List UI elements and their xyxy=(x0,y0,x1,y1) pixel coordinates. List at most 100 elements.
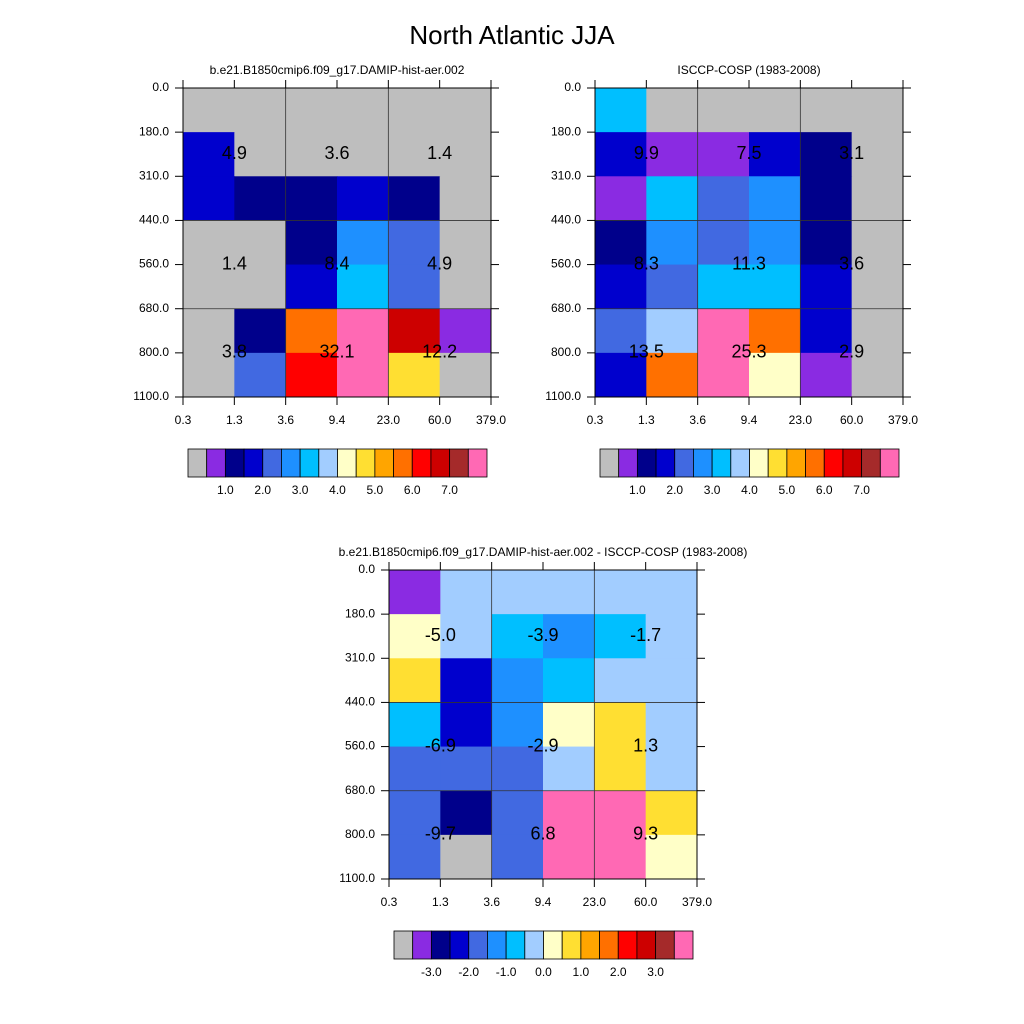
cell xyxy=(543,570,595,615)
colorbar-box xyxy=(524,930,544,960)
panel-title: ISCCP-COSP (1983-2008) xyxy=(677,63,820,77)
cell xyxy=(285,132,338,177)
cell xyxy=(285,308,338,354)
block-value-label: 12.2 xyxy=(422,342,457,362)
cell xyxy=(800,132,853,177)
block-value-label: -3.9 xyxy=(527,625,558,645)
x-tick-label: 23.0 xyxy=(789,413,813,427)
cell xyxy=(439,308,492,354)
x-tick-label: 3.6 xyxy=(483,895,500,909)
x-tick-label: 60.0 xyxy=(428,413,452,427)
colorbar-box xyxy=(599,930,619,960)
y-tick-label: 310.0 xyxy=(139,168,169,182)
colorbar-box xyxy=(561,930,582,960)
colorbar-label: 7.0 xyxy=(853,483,870,497)
cell xyxy=(697,352,750,398)
colorbar-box xyxy=(467,448,488,478)
cell xyxy=(646,176,699,221)
block-value-label: 3.8 xyxy=(222,342,247,362)
cell xyxy=(543,834,595,880)
colorbar-box xyxy=(449,448,469,478)
block-value-label: 6.8 xyxy=(530,824,555,844)
x-tick-label: 1.3 xyxy=(638,413,655,427)
cell xyxy=(800,352,853,398)
cell xyxy=(439,352,492,398)
x-tick-label: 3.6 xyxy=(277,413,294,427)
x-tick-label: 379.0 xyxy=(682,895,712,909)
colorbar-box xyxy=(355,448,376,478)
panel-title: b.e21.B1850cmip6.f09_g17.DAMIP-hist-aer.… xyxy=(339,545,748,559)
y-tick-label: 680.0 xyxy=(551,301,581,315)
cell xyxy=(646,88,699,133)
cell xyxy=(337,176,389,221)
cell xyxy=(645,790,698,836)
block-value-label: 2.9 xyxy=(839,342,864,362)
colorbar-box xyxy=(393,448,413,478)
cell xyxy=(183,176,235,221)
cell xyxy=(183,352,235,398)
cell xyxy=(543,658,595,703)
cell xyxy=(594,570,647,615)
colorbar-label: 2.0 xyxy=(666,483,683,497)
cell xyxy=(234,352,287,398)
colorbar-box xyxy=(374,448,394,478)
colorbar-label: 5.0 xyxy=(779,483,796,497)
y-tick-label: 560.0 xyxy=(551,257,581,271)
block-value-label: 1.4 xyxy=(427,143,452,163)
block-value-label: 11.3 xyxy=(732,253,766,273)
cell xyxy=(697,264,750,310)
colorbar-box xyxy=(655,930,675,960)
cell xyxy=(491,790,544,836)
colorbar-box xyxy=(693,448,713,478)
cell xyxy=(800,264,853,310)
panel-title: b.e21.B1850cmip6.f09_g17.DAMIP-hist-aer.… xyxy=(210,63,465,77)
colorbar-box xyxy=(337,448,357,478)
cell xyxy=(285,88,338,133)
block-value-label: 13.5 xyxy=(629,342,664,362)
cell xyxy=(749,132,801,177)
block-value-label: 25.3 xyxy=(731,342,766,362)
cell xyxy=(389,614,441,659)
cell xyxy=(440,570,493,615)
x-tick-label: 60.0 xyxy=(634,895,658,909)
cell xyxy=(440,658,493,703)
block-value-label: 3.6 xyxy=(324,143,349,163)
block-value-label: 1.4 xyxy=(222,253,247,273)
cell xyxy=(389,834,441,880)
colorbar-label: -2.0 xyxy=(458,965,479,979)
block-value-label: -2.9 xyxy=(527,735,558,755)
colorbar-box xyxy=(206,448,226,478)
block-value-label: 7.5 xyxy=(736,143,761,163)
cell xyxy=(749,352,801,398)
cell xyxy=(543,790,595,836)
cell xyxy=(697,176,750,221)
colorbar-label: 1.0 xyxy=(217,483,234,497)
y-tick-label: 310.0 xyxy=(551,168,581,182)
colorbar-label: 2.0 xyxy=(610,965,627,979)
colorbar-box xyxy=(749,448,769,478)
y-tick-label: 440.0 xyxy=(551,213,581,227)
colorbar-box xyxy=(673,930,694,960)
cell xyxy=(183,132,235,177)
block-value-label: 9.3 xyxy=(633,824,658,844)
cell xyxy=(595,88,647,133)
cell xyxy=(440,834,493,880)
x-tick-label: 23.0 xyxy=(583,895,607,909)
x-tick-label: 9.4 xyxy=(329,413,346,427)
block-value-label: -5.0 xyxy=(425,625,456,645)
cell xyxy=(800,308,853,354)
colorbar-box xyxy=(636,930,657,960)
colorbar-box xyxy=(730,448,750,478)
cell xyxy=(234,88,287,133)
colorbar-box xyxy=(599,448,620,478)
cell xyxy=(388,220,441,266)
colorbar-box xyxy=(543,930,563,960)
cell xyxy=(388,264,441,310)
cell xyxy=(543,614,595,659)
cell xyxy=(594,790,647,836)
cell xyxy=(234,308,287,354)
x-tick-label: 0.3 xyxy=(175,413,192,427)
cell xyxy=(646,264,699,310)
cell xyxy=(491,746,544,792)
